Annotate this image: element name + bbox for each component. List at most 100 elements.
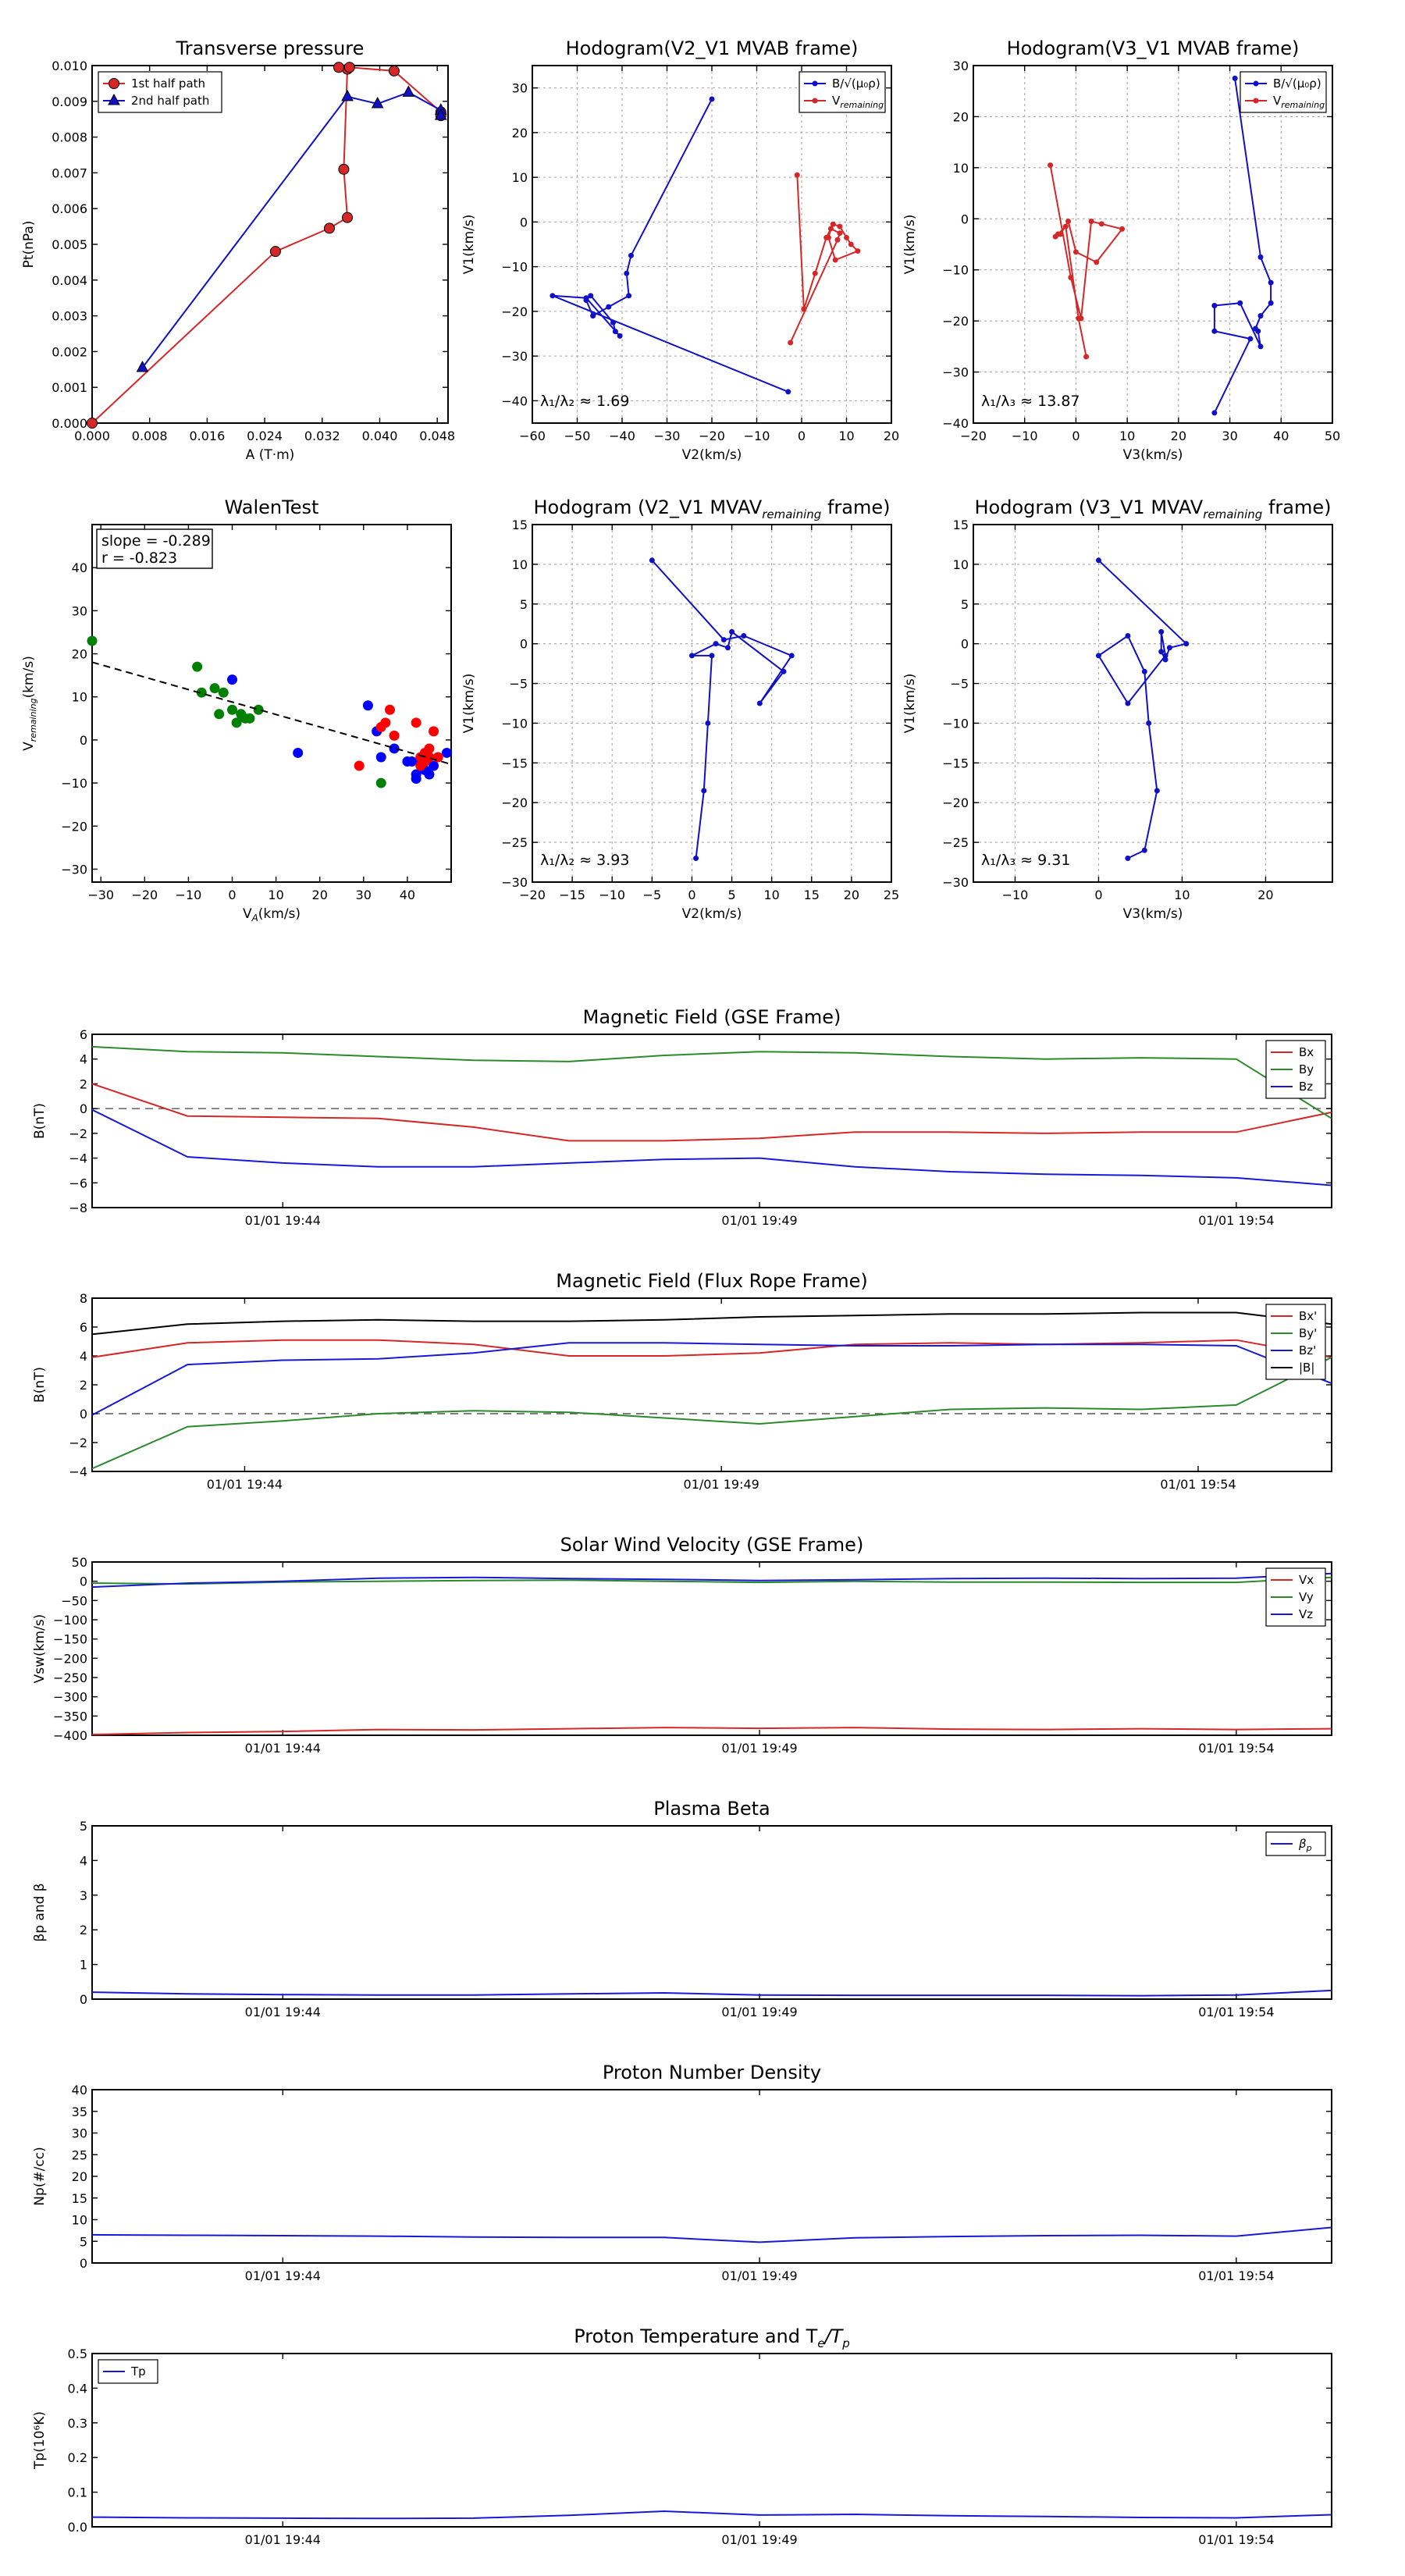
y-tick-label: 0.2 [68,2450,87,2465]
data-point [338,163,350,175]
series-v-remaining [788,172,861,346]
y-tick-label: 0 [80,733,87,748]
data-point [1048,162,1054,169]
y-tick-label: 0.0 [68,2520,87,2535]
eigenvalue-ratio: λ₁/λ₃ ≈ 13.87 [981,393,1080,410]
data-point [1154,788,1160,794]
y-axis-label: B(nT) [32,1103,48,1139]
x-tick-label: 20 [844,888,859,902]
x-tick-label: −5 [643,888,662,902]
y-tick-label: 0.001 [52,380,87,395]
y-tick-label: −30 [61,862,87,877]
data-point [844,234,849,240]
series-line-bx [91,1083,1332,1142]
x-tick-label: 0.040 [362,429,398,443]
x-tick-label: 01/01 19:49 [721,1213,797,1228]
x-tick-label: 0 [1072,429,1080,443]
data-point [407,756,418,767]
chart-title-main: Proton Temperature and T [574,2325,817,2347]
series-line-tp [91,2510,1332,2520]
data-point [1253,80,1259,87]
y-axis-label: Pt(nPa) [21,221,37,269]
y-tick-label: 0.006 [52,201,87,216]
y-axis-label: V1(km/s) [902,215,918,275]
y-tick-label: −250 [53,1670,87,1685]
series-red [354,704,443,771]
y-tick-label: 10 [953,161,969,176]
x-tick-label: 01/01 19:49 [721,2005,797,2019]
data-point [1068,275,1074,281]
data-point [649,557,655,564]
y-tick-label: 1 [80,1958,87,1973]
data-point [1253,98,1259,104]
data-point [244,713,255,724]
regression-line [91,661,452,766]
x-tick-label: 01/01 19:44 [207,1477,283,1492]
data-point [1247,336,1254,342]
y-tick-label: 0 [80,1407,87,1421]
y-tick-label: −15 [501,756,528,770]
data-point [590,313,596,319]
fit-stats-line: slope = -0.289 [101,532,211,550]
legend-label: Vremaining [1273,94,1325,110]
y-tick-label: −30 [501,349,528,364]
y-tick-label: −10 [501,260,528,275]
legend-label: Bz [1299,1080,1313,1094]
legend-box [98,71,222,113]
y-axis-label: βp and β [32,1883,48,1941]
x-tick-label: 01/01 19:44 [245,2005,321,2019]
legend-box [1240,71,1327,113]
x-tick-label: 01/01 19:44 [245,2268,321,2283]
y-tick-label: 20 [512,126,528,141]
data-point [231,717,242,728]
legend: B/√(μ₀ρ) Vremaining [799,71,886,113]
x-tick-label: −30 [87,888,114,902]
plot-frame [91,524,452,883]
data-point [1257,254,1264,260]
y-tick-label: 4 [80,1349,87,1364]
data-point [1065,219,1072,225]
x-tick-label: 01/01 19:54 [1198,2268,1274,2283]
y-tick-label: 2 [80,1923,87,1937]
legend: B/√(μ₀ρ) Vremaining [1240,71,1327,113]
y-tick-label: −20 [942,795,969,810]
x-tick-label: 0.016 [189,429,225,443]
chart-title-tail: frame) [821,496,890,518]
legend-label: |B| [1299,1361,1314,1375]
y-tick-label: 0 [80,1992,87,2007]
y-tick-label: 0 [80,2256,87,2271]
x-tick-label: −40 [609,429,635,443]
legend: βp [1265,1831,1326,1856]
x-tick-label: 10 [838,429,854,443]
data-point [293,747,304,758]
data-point [1076,315,1082,322]
x-tick-label: 01/01 19:54 [1198,2532,1274,2547]
chart-ts1: Magnetic Field (GSE Frame) 01/01 19:44 01/… [32,1006,1332,1228]
data-point [214,709,225,720]
y-tick-label: −2 [69,1436,87,1450]
fit-stats-box [96,528,213,569]
data-point [812,98,818,104]
data-point [624,270,630,276]
y-axis-label: Vsw(km/s) [32,1614,48,1684]
data-point [812,80,818,87]
y-tick-label: −300 [53,1690,87,1705]
plot-frame [91,1297,1332,1472]
legend-label-sub: remaining [840,100,884,110]
series-line [651,560,793,859]
data-point [550,293,556,299]
x-tick-label: 20 [312,888,328,902]
y-tick-label: −20 [942,314,969,329]
data-point [380,717,391,728]
chart-ts5: Proton Number Density 01/01 19:44 01/01 19… [32,2062,1332,2283]
y-tick-label: 6 [80,1027,87,1042]
data-point [1083,354,1090,360]
data-point [1232,75,1238,81]
data-point [1257,313,1264,319]
series-line [1097,560,1188,859]
y-tick-label: −350 [53,1709,87,1724]
legend: Tp [98,2359,158,2384]
eigenvalue-ratio: λ₁/λ₃ ≈ 9.31 [981,852,1070,869]
data-point [785,389,791,395]
